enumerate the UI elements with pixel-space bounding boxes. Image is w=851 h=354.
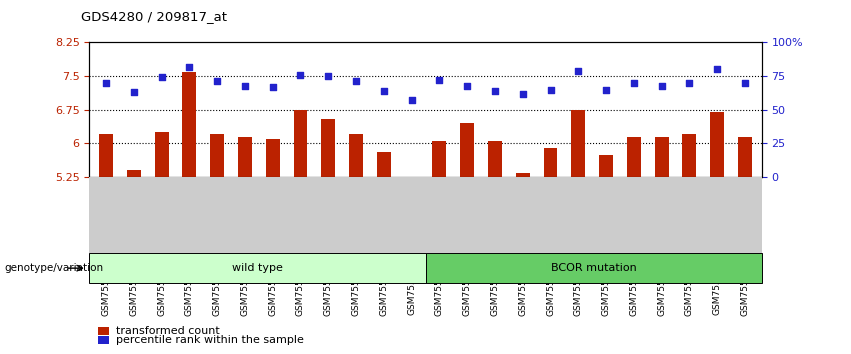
Text: transformed count: transformed count <box>116 326 220 336</box>
Bar <box>426 253 762 283</box>
Point <box>432 77 446 83</box>
Bar <box>683 135 696 177</box>
Bar <box>98 327 109 335</box>
Bar <box>294 110 307 177</box>
Bar <box>571 110 585 177</box>
Bar <box>238 137 252 177</box>
Text: BCOR mutation: BCOR mutation <box>551 263 637 273</box>
Point <box>599 87 613 92</box>
Text: percentile rank within the sample: percentile rank within the sample <box>116 335 304 345</box>
Point <box>100 80 113 86</box>
Bar <box>627 137 641 177</box>
Bar <box>599 155 613 177</box>
Text: GDS4280 / 209817_at: GDS4280 / 209817_at <box>81 10 227 23</box>
Point <box>711 67 724 72</box>
Bar <box>322 119 335 177</box>
Bar <box>460 123 474 177</box>
Point <box>210 79 224 84</box>
Bar <box>544 148 557 177</box>
Bar <box>266 139 280 177</box>
Point <box>654 83 668 88</box>
Point <box>488 88 502 94</box>
Point <box>183 64 197 69</box>
Bar <box>488 141 502 177</box>
Point <box>405 97 419 103</box>
Bar <box>654 137 669 177</box>
Bar <box>349 135 363 177</box>
Bar <box>516 172 529 177</box>
Text: genotype/variation: genotype/variation <box>4 263 103 273</box>
Bar <box>127 170 140 177</box>
Point <box>572 68 585 74</box>
Point <box>544 87 557 92</box>
Point <box>460 83 474 88</box>
Point <box>322 73 335 79</box>
Bar <box>182 72 197 177</box>
Bar <box>155 132 168 177</box>
Bar <box>377 152 391 177</box>
Text: wild type: wild type <box>232 263 283 273</box>
Bar <box>711 112 724 177</box>
Bar <box>210 135 224 177</box>
Point <box>349 79 363 84</box>
Bar <box>738 137 752 177</box>
Point <box>294 72 307 78</box>
Point <box>127 90 140 95</box>
Bar <box>432 141 446 177</box>
Bar <box>98 336 109 344</box>
Point <box>377 88 391 94</box>
Point <box>683 80 696 86</box>
Point <box>238 83 252 88</box>
Bar <box>99 135 113 177</box>
Point <box>266 84 279 90</box>
Point <box>738 80 751 86</box>
Point <box>155 75 168 80</box>
Bar <box>89 253 426 283</box>
Point <box>627 80 641 86</box>
Point <box>516 91 529 96</box>
